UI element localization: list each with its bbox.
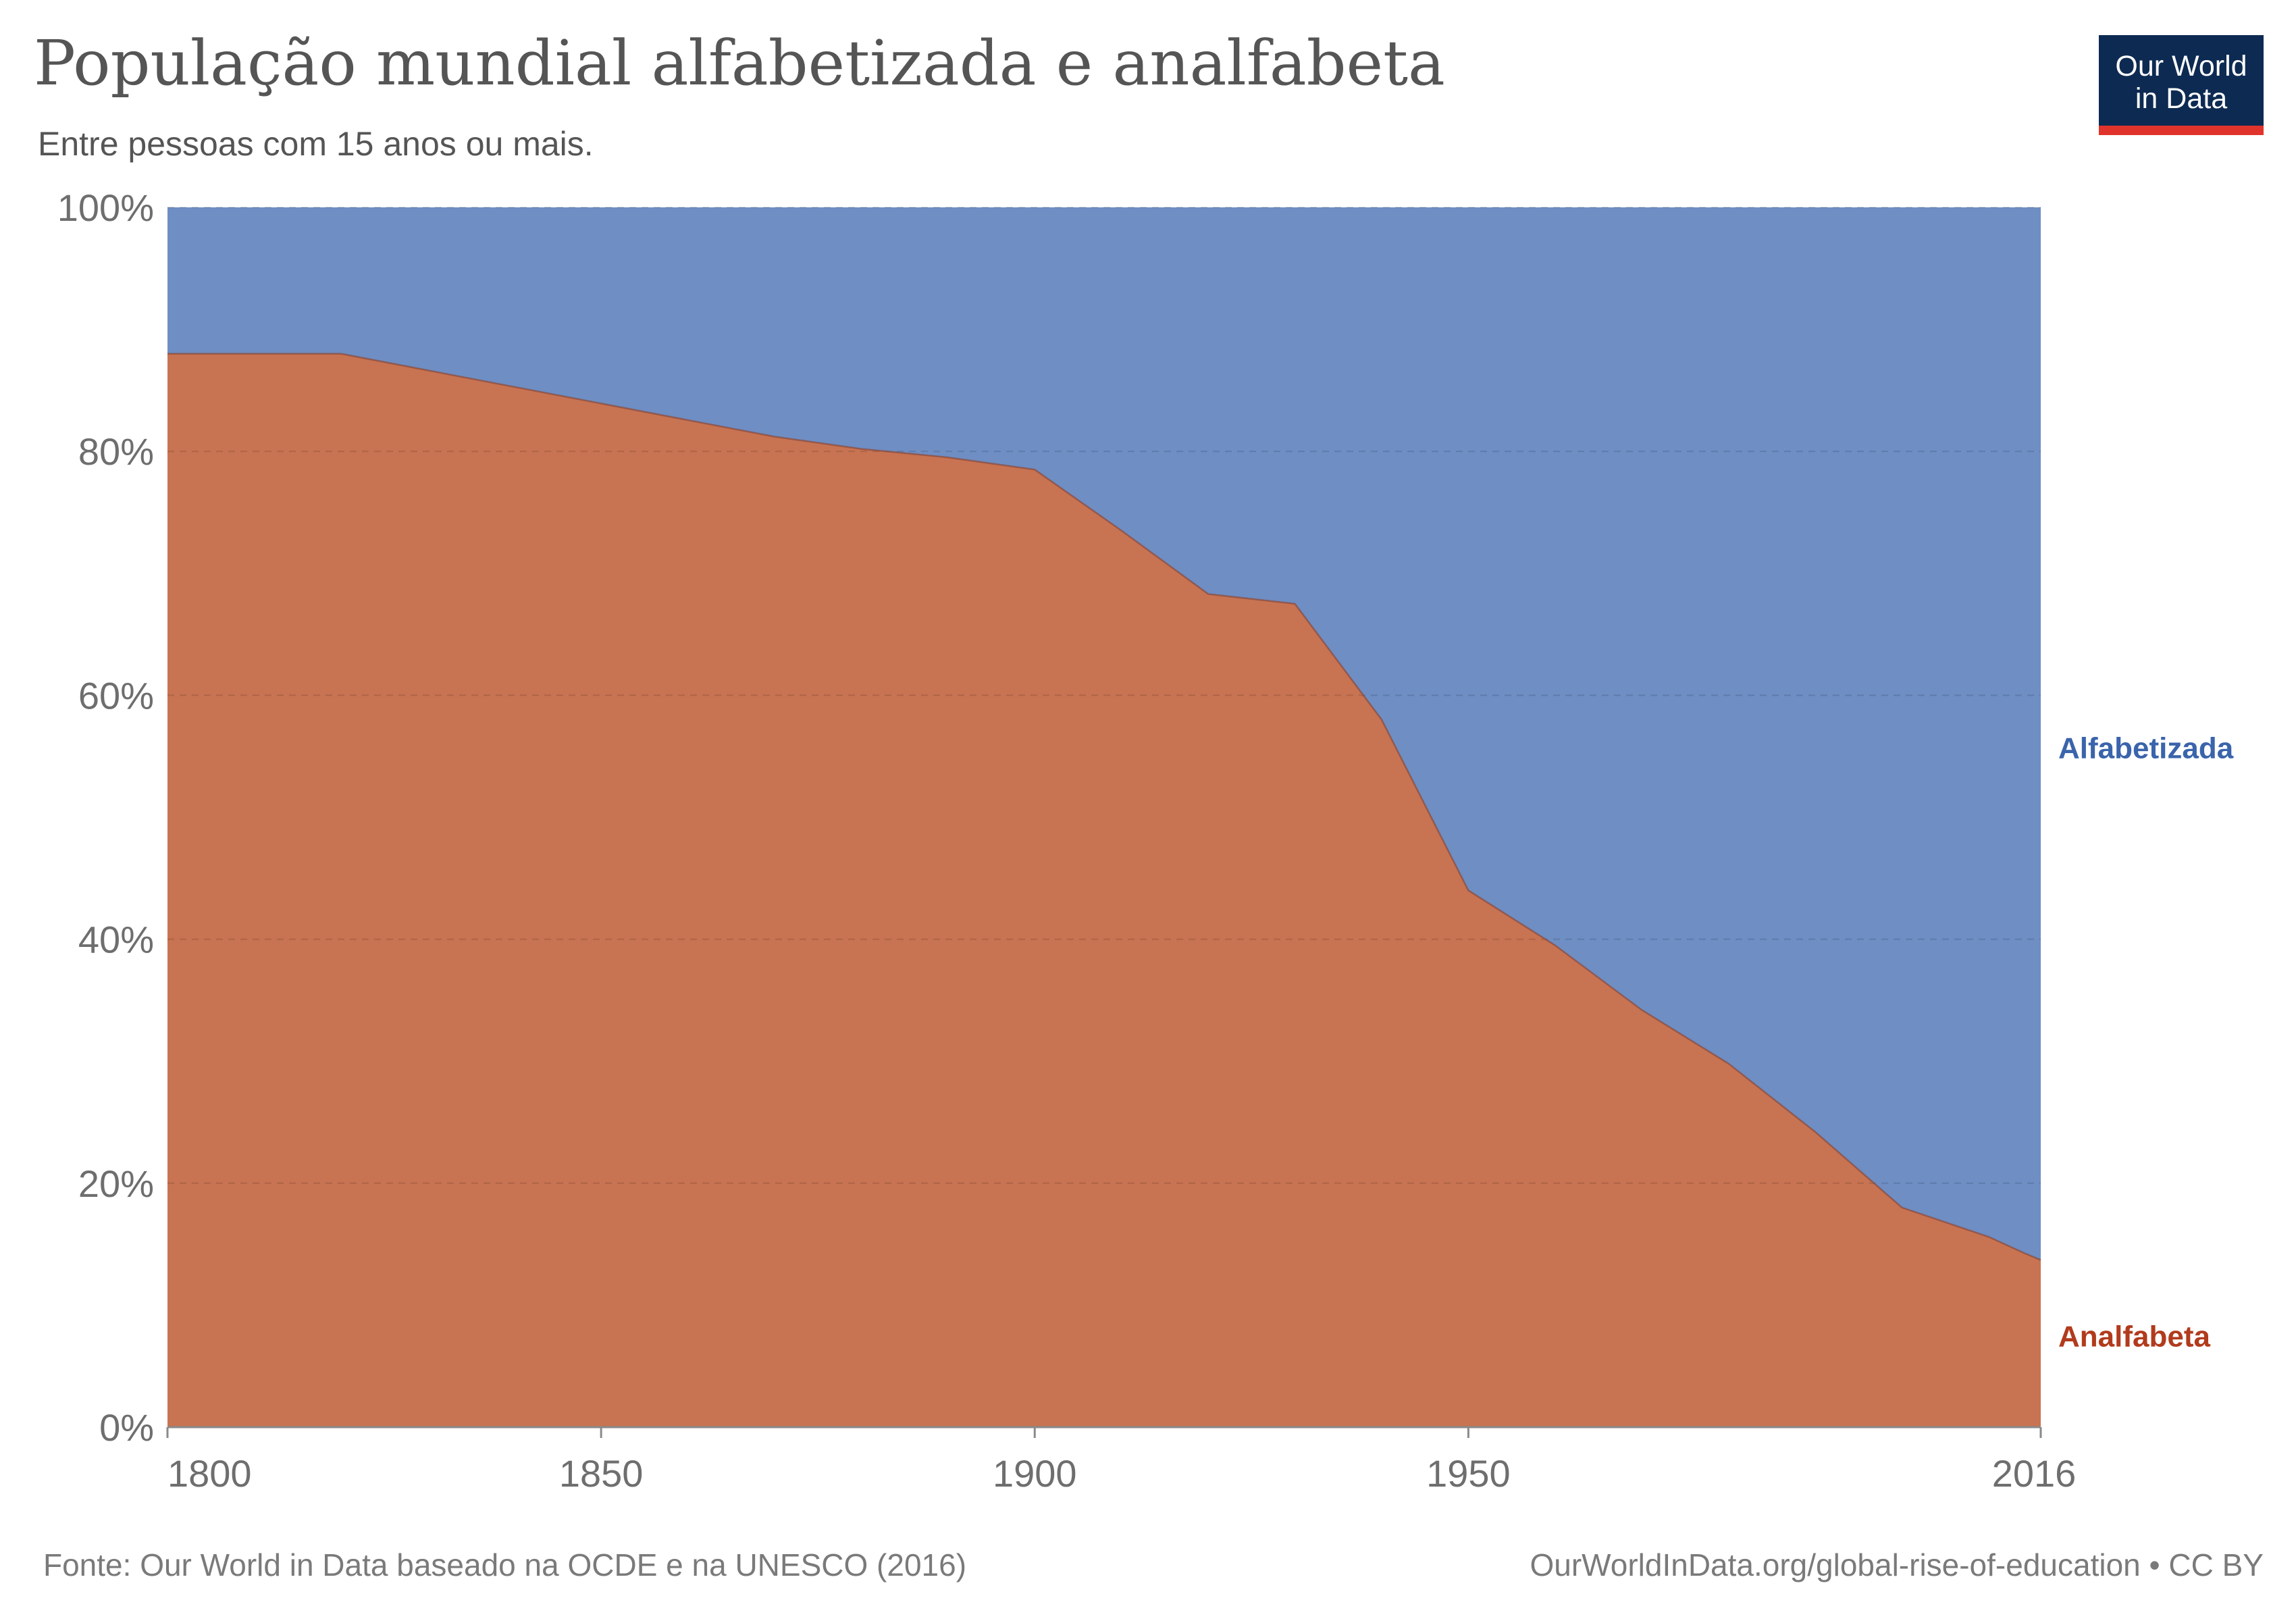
y-tick-label: 60% (78, 674, 154, 717)
x-tick-label: 1950 (1426, 1452, 1511, 1495)
area-analfabeta (167, 353, 2041, 1427)
series-labels: Alfabetizada Analfabeta (2058, 731, 2234, 1353)
plot-areas (167, 207, 2041, 1427)
page-title: População mundial alfabetizada e analfab… (34, 27, 1445, 99)
logo-accent-bar (2099, 126, 2264, 135)
gridlines (167, 207, 2041, 1184)
source-note: Fonte: Our World in Data baseado na OCDE… (43, 1547, 967, 1583)
axes: 0% 20% 40% 60% 80% 100% 1800 1850 1900 1950 2016 (57, 186, 2077, 1495)
subtitle: Entre pessoas com 15 anos ou mais. (38, 125, 594, 163)
series-label-analfabeta: Analfabeta (2058, 1320, 2210, 1353)
owid-logo[interactable]: Our World in Data (2099, 35, 2264, 135)
y-tick-label: 80% (78, 430, 154, 473)
series-label-alfabetizada: Alfabetizada (2058, 731, 2234, 765)
logo-line-1: Our World (2115, 50, 2247, 82)
boundary-line (167, 353, 2041, 1261)
y-tick-label: 20% (78, 1162, 154, 1205)
x-tick-label: 2016 (1992, 1452, 2077, 1495)
series-boundary-lines (167, 353, 2041, 1261)
x-tick-label: 1850 (559, 1452, 644, 1495)
x-tick-label: 1800 (167, 1452, 252, 1495)
logo-line-2: in Data (2135, 82, 2228, 115)
y-tick-label: 0% (99, 1406, 154, 1449)
source-url[interactable]: OurWorldInData.org/global-rise-of-educat… (1530, 1547, 2264, 1583)
y-tick-label: 40% (78, 919, 154, 961)
y-tick-label: 100% (57, 186, 154, 229)
x-tick-label: 1900 (993, 1452, 1077, 1495)
